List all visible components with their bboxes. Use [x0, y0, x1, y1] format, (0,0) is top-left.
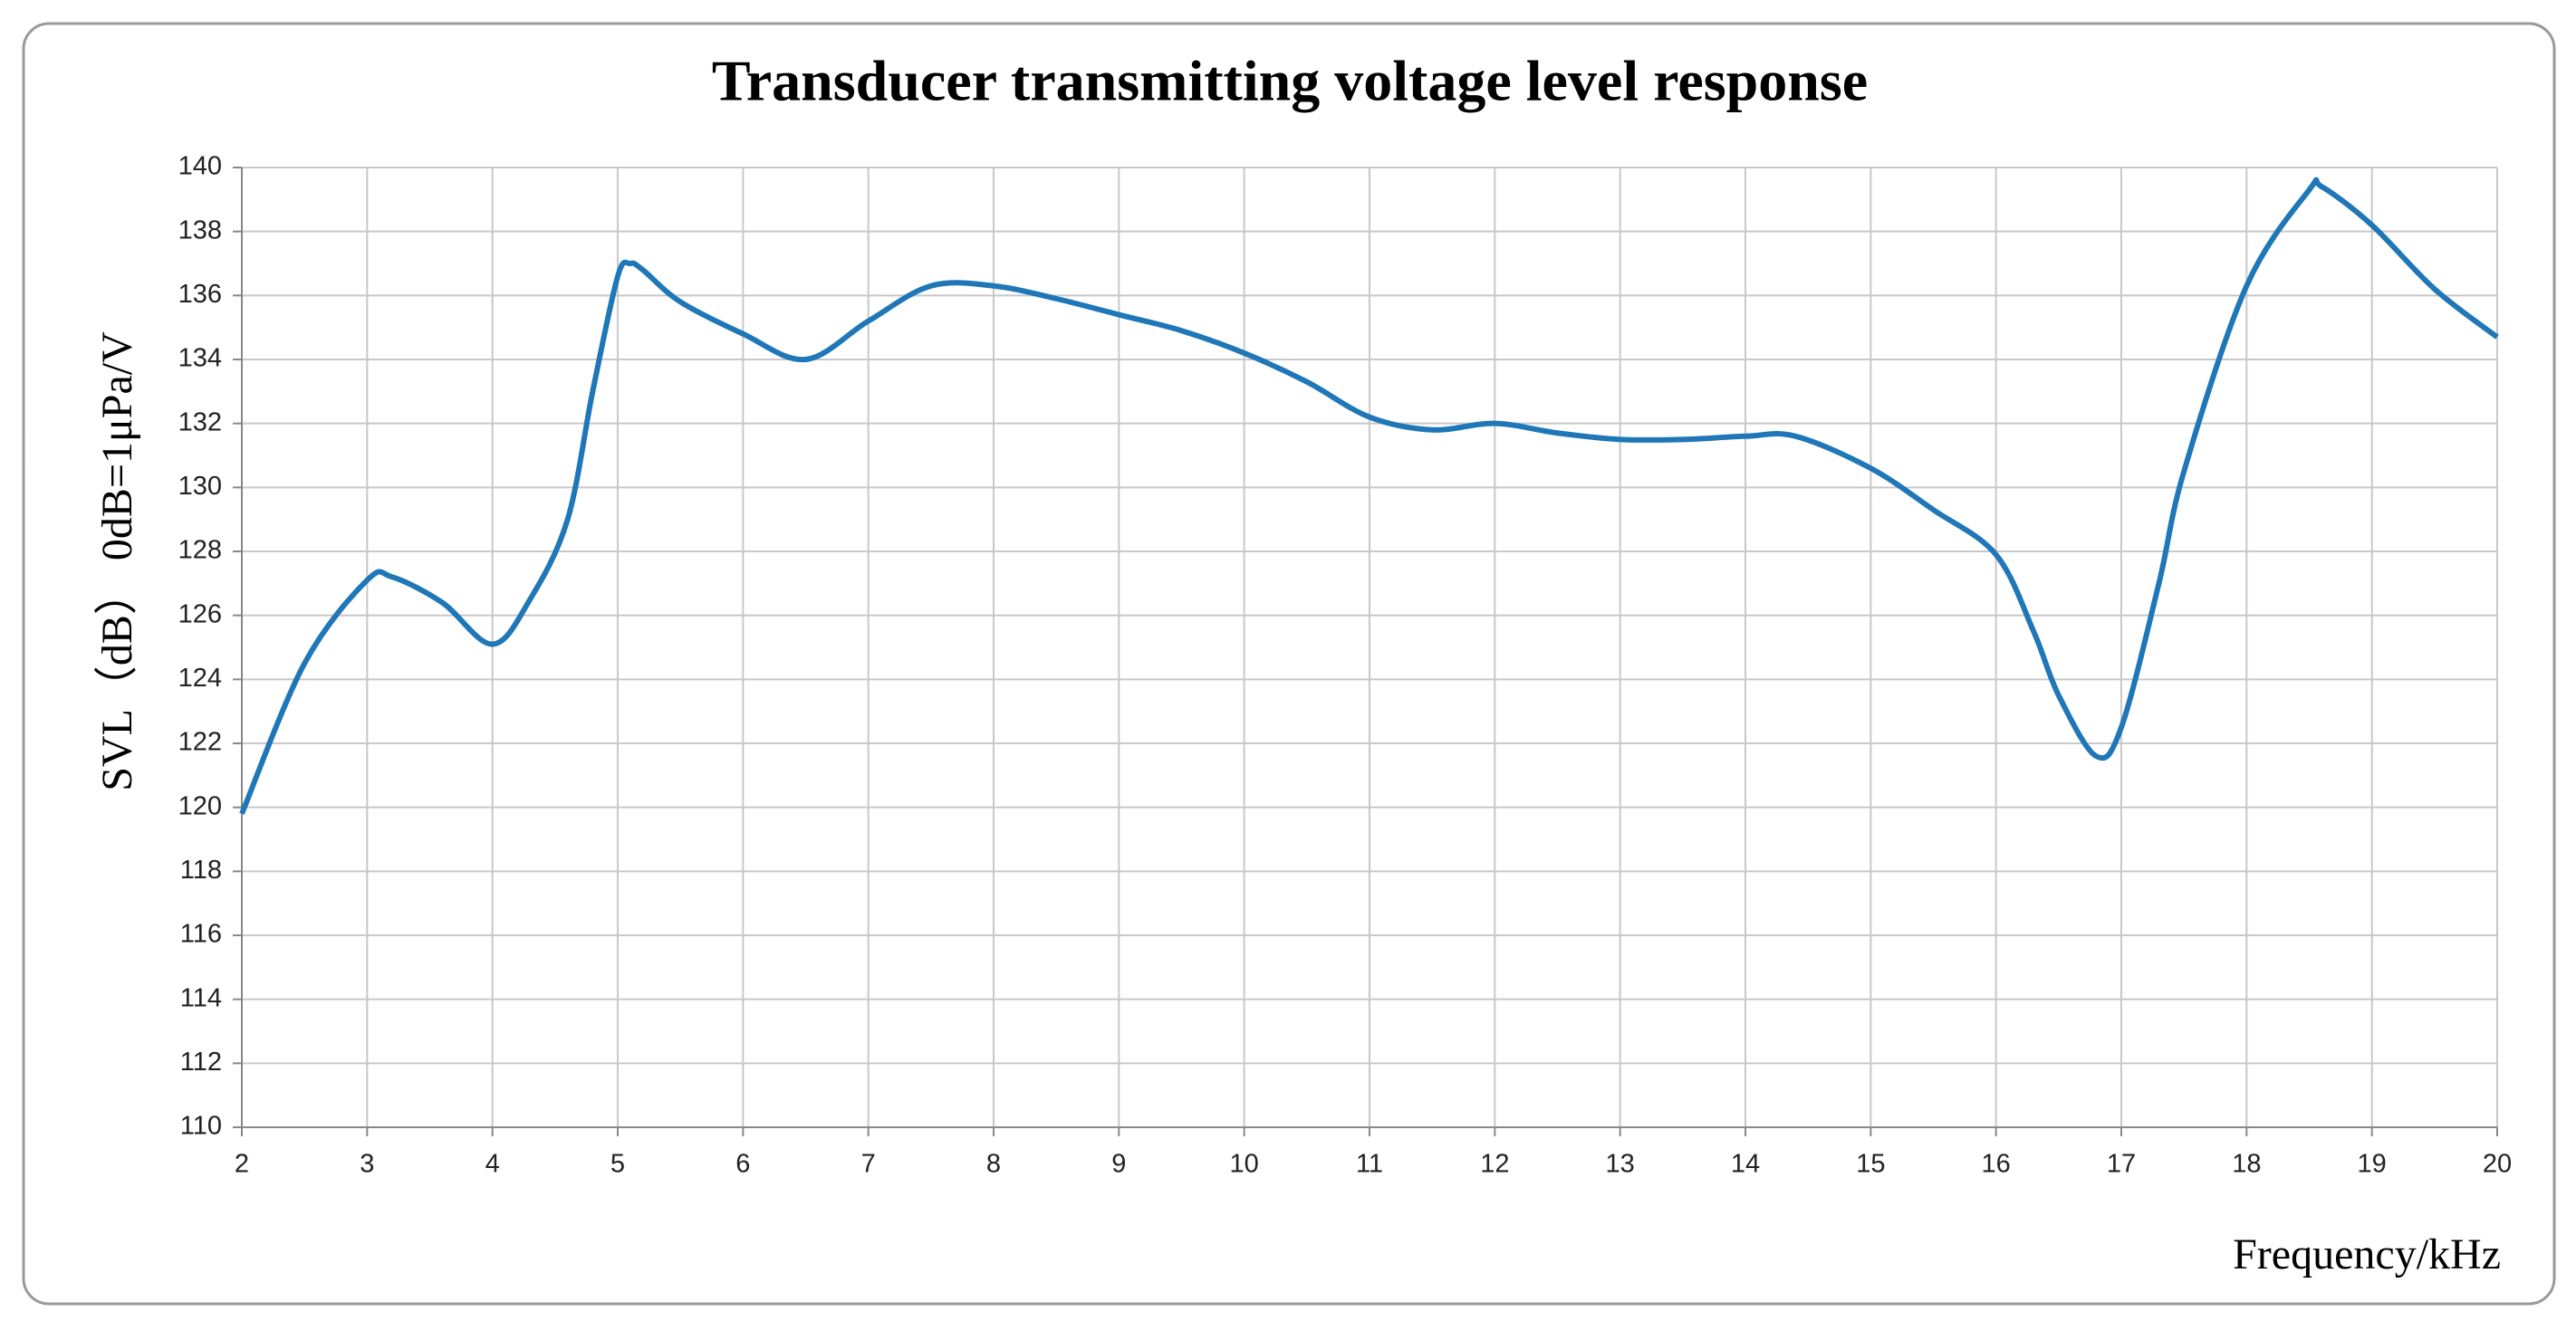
x-tick-label: 13 — [1606, 1150, 1635, 1179]
x-tick-label: 3 — [360, 1150, 374, 1179]
data-line — [239, 177, 2499, 815]
y-tick-label: 118 — [180, 856, 222, 885]
x-tick-label: 4 — [485, 1150, 500, 1179]
x-tick-label: 17 — [2107, 1150, 2136, 1179]
y-tick-label: 116 — [180, 920, 222, 949]
y-tick-label: 110 — [180, 1112, 222, 1141]
x-tick-label: 14 — [1731, 1150, 1760, 1179]
x-tick-label: 10 — [1230, 1150, 1259, 1179]
x-tick-label: 5 — [610, 1150, 625, 1179]
y-tick-label: 138 — [178, 215, 222, 244]
y-tick-label: 130 — [178, 472, 222, 501]
x-axis-label: Frequency/kHz — [2233, 1230, 2501, 1278]
y-tick-label: 126 — [178, 599, 222, 628]
x-tick-label: 11 — [1356, 1150, 1383, 1179]
y-tick-label: 134 — [178, 344, 222, 373]
y-tick-label: 114 — [180, 983, 222, 1012]
x-tick-label: 12 — [1480, 1150, 1509, 1179]
x-tick-label: 2 — [235, 1150, 249, 1179]
y-tick-label: 120 — [178, 791, 222, 820]
x-tick-label: 7 — [861, 1150, 876, 1179]
y-tick-label: 136 — [178, 280, 222, 309]
y-tick-label: 112 — [180, 1048, 222, 1077]
y-tick-label: 128 — [178, 536, 222, 565]
y-tick-label: 140 — [178, 152, 222, 181]
chart-title: Transducer transmitting voltage level re… — [712, 49, 1868, 113]
x-tick-label: 6 — [735, 1150, 750, 1179]
x-tick-label: 15 — [1856, 1150, 1885, 1179]
x-tick-label: 8 — [986, 1150, 1001, 1179]
y-tick-label: 122 — [178, 728, 222, 757]
y-tick-label: 132 — [178, 407, 222, 436]
x-tick-label: 20 — [2483, 1150, 2512, 1179]
y-tick-label: 124 — [178, 664, 222, 693]
x-tick-label: 18 — [2232, 1150, 2261, 1179]
x-tick-label: 16 — [1982, 1150, 2011, 1179]
x-tick-label: 9 — [1111, 1150, 1126, 1179]
x-tick-label: 19 — [2358, 1150, 2387, 1179]
y-axis-label: SVL（dB） 0dB=1μPa/V — [93, 331, 141, 791]
chart-frame — [22, 22, 2556, 1306]
